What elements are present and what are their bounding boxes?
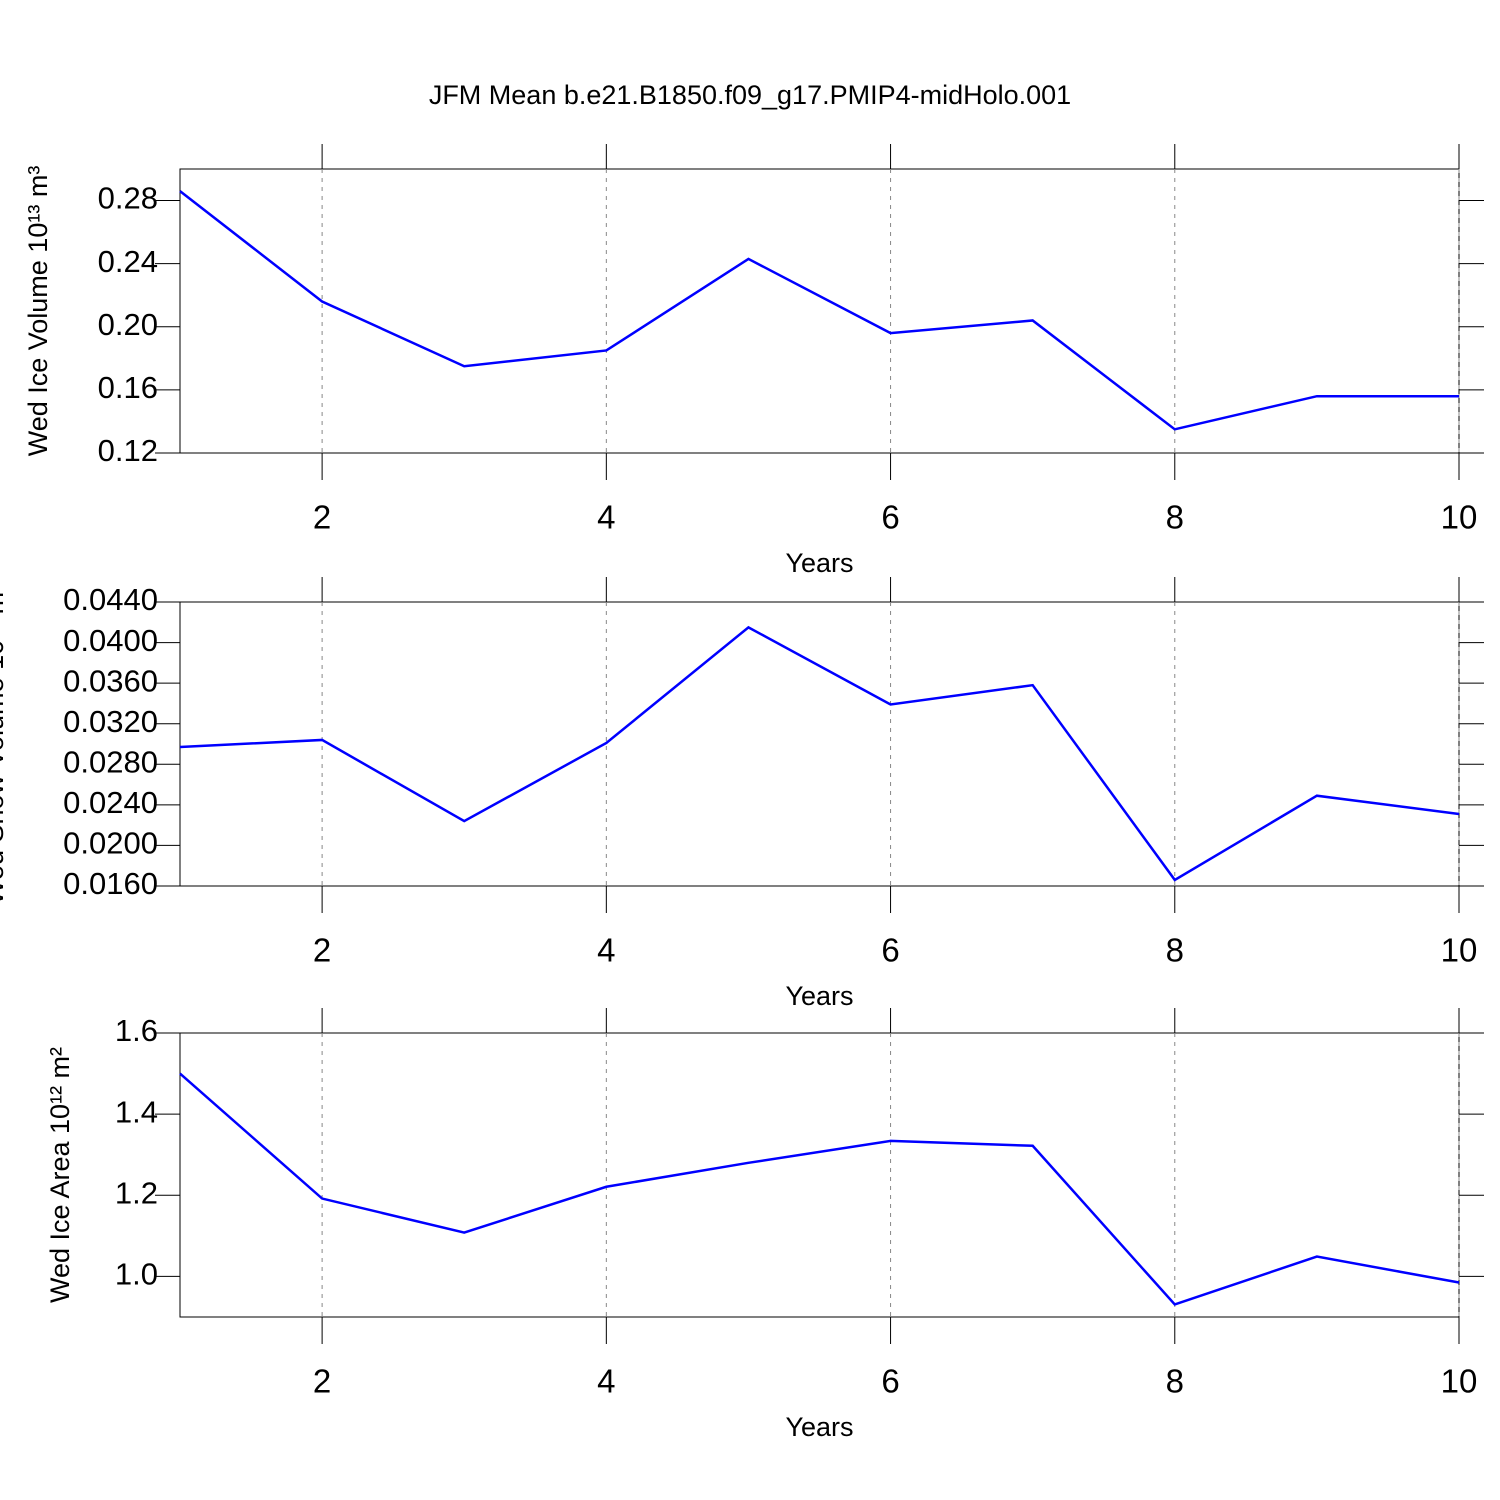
plot-frame [179, 1032, 1460, 1318]
y-axis-label: Wed Snow Volume 10¹³ m³ [0, 583, 9, 905]
data-line [179, 625, 1460, 882]
data-line [179, 190, 1459, 431]
x-tick-label: 2 [313, 499, 331, 536]
y-tick-label: 1.2 [115, 1175, 158, 1210]
x-axis-label: Years [785, 1412, 853, 1442]
y-tick-label: 1.4 [115, 1094, 158, 1129]
x-tick-label: 4 [597, 932, 615, 969]
y-tick-label: 0.16 [98, 370, 158, 405]
y-tick-label: 0.28 [98, 181, 158, 216]
x-axis-label: Years [785, 981, 853, 1011]
y-tick-label: 0.0240 [63, 785, 158, 820]
x-tick-label: 6 [881, 932, 899, 969]
plot-frame [179, 168, 1460, 454]
y-axis-label: Wed Ice Volume 10¹³ m³ [23, 166, 53, 457]
y-axis-label: Wed Ice Area 10¹² m² [45, 1047, 75, 1303]
x-tick-label: 4 [597, 1363, 615, 1400]
y-tick-label: 0.0160 [63, 866, 158, 901]
x-tick-label: 2 [313, 932, 331, 969]
x-tick-label: 6 [881, 1363, 899, 1400]
x-tick-label: 10 [1441, 932, 1478, 969]
y-tick-label: 0.0280 [63, 744, 158, 779]
x-tick-label: 10 [1441, 1363, 1478, 1400]
x-axis-label: Years [785, 548, 853, 578]
y-tick-label: 1.6 [115, 1013, 158, 1048]
y-tick-label: 0.0200 [63, 826, 158, 861]
y-tick-label: 0.20 [98, 307, 158, 342]
x-tick-label: 10 [1441, 499, 1478, 536]
x-tick-label: 6 [881, 499, 899, 536]
y-tick-label: 0.0440 [63, 582, 158, 617]
y-tick-label: 0.12 [98, 433, 158, 468]
x-tick-label: 2 [313, 1363, 331, 1400]
data-line [179, 1072, 1460, 1306]
x-tick-label: 4 [597, 499, 615, 536]
x-tick-label: 8 [1166, 932, 1184, 969]
y-tick-label: 0.24 [98, 244, 158, 279]
chart-title: JFM Mean b.e21.B1850.f09_g17.PMIP4-midHo… [429, 80, 1071, 110]
y-tick-label: 0.0400 [63, 623, 158, 658]
x-tick-label: 8 [1166, 1363, 1184, 1400]
y-tick-label: 1.0 [115, 1257, 158, 1292]
y-tick-label: 0.0320 [63, 704, 158, 739]
y-tick-label: 0.0360 [63, 663, 158, 698]
x-tick-label: 8 [1166, 499, 1184, 536]
plot-frame [179, 601, 1460, 887]
